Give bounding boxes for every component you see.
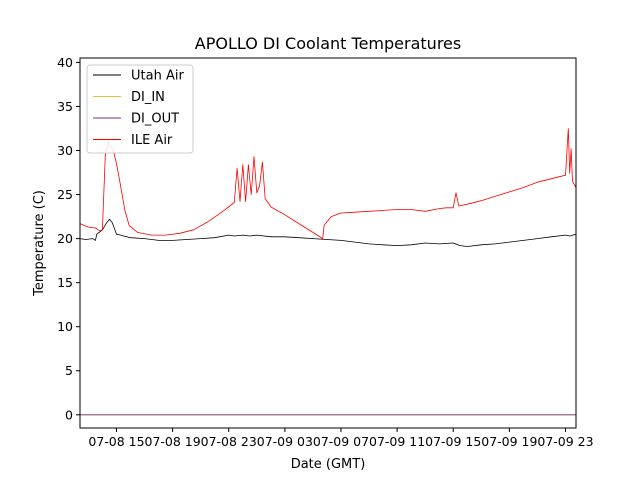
x-tick-label: 07-08 15 bbox=[88, 434, 144, 449]
y-tick-label: 30 bbox=[57, 143, 73, 158]
x-tick-label: 07-08 23 bbox=[201, 434, 257, 449]
legend-label: DI_OUT bbox=[131, 112, 179, 127]
y-tick-label: 20 bbox=[57, 231, 73, 246]
legend-label: Utah Air bbox=[131, 69, 184, 84]
y-tick-label: 0 bbox=[65, 407, 73, 422]
series-layer bbox=[79, 128, 577, 416]
legend-label: DI_IN bbox=[131, 90, 165, 105]
y-tick-label: 35 bbox=[57, 99, 73, 114]
y-axis: 0 5 10 15 20 25 30 35 40 bbox=[57, 55, 80, 422]
x-tick-label: 07-09 07 bbox=[313, 434, 369, 449]
x-tick-label: 07-09 11 bbox=[369, 434, 425, 449]
plot-frame bbox=[79, 57, 577, 429]
x-tick-label: 07-09 15 bbox=[425, 434, 481, 449]
y-tick-label: 40 bbox=[57, 55, 73, 70]
legend-label: ILE Air bbox=[131, 133, 173, 148]
chart-title: APOLLO DI Coolant Temperatures bbox=[195, 34, 461, 53]
y-tick-label: 5 bbox=[65, 363, 73, 378]
series-line-ile-air bbox=[79, 128, 577, 240]
y-tick-label: 15 bbox=[57, 275, 73, 290]
x-tick-label: 07-08 19 bbox=[145, 434, 201, 449]
y-tick-label: 10 bbox=[57, 319, 73, 334]
y-axis-label: Temperature (C) bbox=[32, 190, 47, 297]
x-axis: 07-08 15 07-08 19 07-08 23 07-09 03 07-09 07… bbox=[88, 428, 594, 449]
legend: Utah Air DI_IN DI_OUT ILE Air bbox=[86, 64, 194, 154]
series-line-utah-air bbox=[79, 218, 577, 247]
x-tick-label: 07-09 03 bbox=[257, 434, 313, 449]
x-axis-label: Date (GMT) bbox=[291, 457, 366, 472]
y-tick-label: 25 bbox=[57, 187, 73, 202]
x-tick-label: 07-09 19 bbox=[481, 434, 537, 449]
legend-box bbox=[86, 64, 194, 154]
x-tick-label: 07-09 23 bbox=[537, 434, 593, 449]
